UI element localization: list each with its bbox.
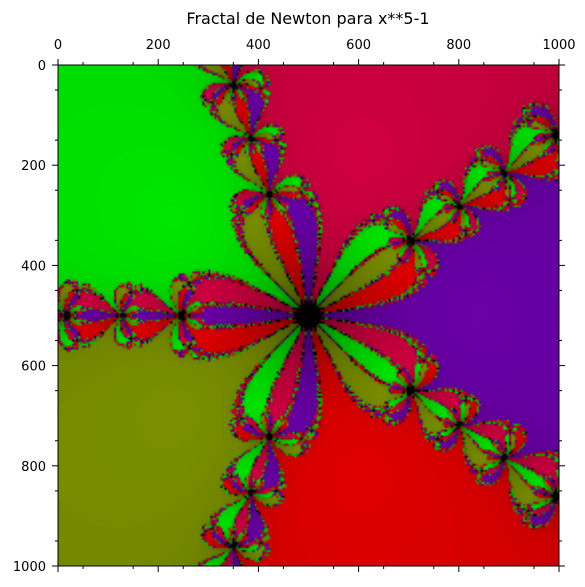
y-tick-label: 800	[21, 460, 46, 475]
x-tick-label: 400	[246, 38, 271, 53]
y-tick-label: 200	[21, 159, 46, 174]
fractal-heatmap	[58, 65, 559, 566]
x-tick-label: 800	[446, 38, 471, 53]
y-tick-label: 1000	[13, 560, 46, 575]
y-axis-ticks: 0 200 400 600 800 1000	[13, 59, 565, 575]
y-tick-label: 400	[21, 259, 46, 274]
x-tick-label: 1000	[542, 38, 575, 53]
x-axis-ticks: 0 200 400 600 800 1000	[54, 38, 576, 572]
plot-frame	[57, 64, 560, 567]
x-tick-label: 200	[146, 38, 171, 53]
chart-title: Fractal de Newton para x**5-1	[186, 9, 429, 28]
y-tick-label: 600	[21, 360, 46, 375]
y-tick-label: 0	[38, 59, 46, 74]
x-tick-label: 0	[54, 38, 62, 53]
x-tick-label: 600	[346, 38, 371, 53]
